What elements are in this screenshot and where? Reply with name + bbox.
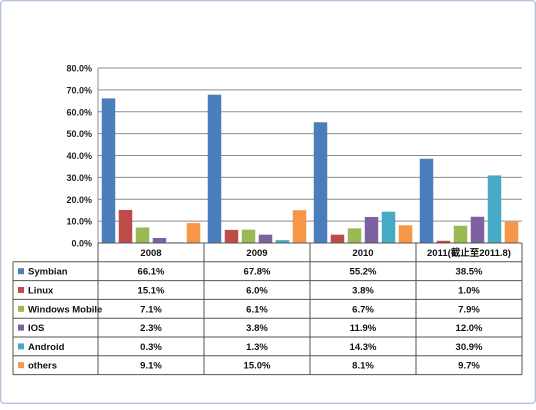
bar: [186, 223, 201, 243]
bar: [398, 225, 413, 243]
bar: [275, 240, 290, 243]
legend-key: [18, 362, 24, 369]
bar: [313, 122, 328, 243]
data-label: 1.3%: [246, 342, 268, 353]
data-label: 6.0%: [246, 286, 268, 297]
bar: [381, 211, 396, 243]
legend-label: IOS: [28, 323, 44, 334]
y-tick-label: 40.0%: [66, 151, 92, 161]
legend-label: Windows Mobile: [28, 304, 102, 315]
y-tick-label: 20.0%: [66, 195, 92, 205]
bar: [453, 225, 468, 243]
legend-label: Symbian: [28, 267, 68, 278]
y-tick-label: 70.0%: [66, 85, 92, 95]
bar: [152, 237, 167, 243]
bar: [436, 240, 451, 243]
data-label: 9.7%: [458, 361, 480, 372]
legend-key: [18, 305, 24, 312]
x-category-label: 2009: [246, 248, 267, 259]
bar: [101, 98, 116, 243]
data-label: 67.8%: [244, 267, 271, 278]
data-label: 38.5%: [456, 267, 483, 278]
data-label: 0.3%: [140, 342, 162, 353]
data-label: 3.8%: [246, 323, 268, 334]
data-label: 8.1%: [352, 361, 374, 372]
data-label: 30.9%: [456, 342, 483, 353]
y-tick-label: 50.0%: [66, 129, 92, 139]
bar: [292, 210, 307, 243]
bar: [258, 234, 273, 243]
legend-key: [18, 343, 24, 350]
y-tick-label: 0.0%: [71, 239, 92, 249]
data-label: 15.1%: [138, 286, 165, 297]
bar: [347, 228, 362, 243]
legend-key: [18, 287, 24, 293]
data-label: 2.3%: [140, 323, 162, 334]
data-label: 6.7%: [352, 304, 374, 315]
data-label: 9.1%: [140, 361, 162, 372]
bar: [330, 234, 345, 243]
data-label: 1.0%: [458, 286, 480, 297]
data-label: 11.9%: [350, 323, 377, 334]
data-label: 7.1%: [140, 304, 162, 315]
legend-label: Android: [28, 342, 65, 353]
data-label: 6.1%: [246, 304, 268, 315]
legend-key: [18, 324, 24, 331]
legend-label: Linux: [28, 286, 54, 297]
bar: [364, 216, 379, 243]
data-label: 14.3%: [350, 342, 377, 353]
y-tick-label: 60.0%: [66, 107, 92, 117]
bar: [419, 158, 434, 243]
bar: [224, 229, 239, 243]
y-tick-label: 30.0%: [66, 173, 92, 183]
data-label: 66.1%: [138, 267, 165, 278]
data-label: 3.8%: [352, 286, 374, 297]
x-category-label: 2011(截止至2011.8): [427, 247, 511, 259]
bar: [504, 221, 519, 243]
legend-label: others: [28, 361, 57, 372]
bar: [241, 229, 256, 243]
x-category-label: 2008: [140, 248, 161, 259]
data-label: 7.9%: [458, 304, 480, 315]
bar: [470, 216, 485, 243]
bar: [118, 209, 133, 243]
bar: [135, 227, 150, 243]
gridlines: [98, 67, 522, 244]
y-tick-label: 10.0%: [66, 217, 92, 227]
y-tick-label: 80.0%: [66, 64, 92, 74]
bar: [207, 94, 222, 243]
x-category-label: 2010: [352, 248, 373, 259]
bar: [487, 175, 502, 243]
bars: [101, 94, 519, 243]
data-label: 12.0%: [456, 323, 483, 334]
data-label: 15.0%: [244, 361, 271, 372]
data-table: 2008 2009 2010 2011(截止至2011.8) Symbian 66.1% 6…: [12, 242, 523, 376]
legend-key: [18, 268, 24, 275]
axes: 0.0% 10.0% 20.0% 30.0% 40.0% 50.0% 60.0% 70.0% 8…: [66, 64, 99, 249]
data-label: 55.2%: [350, 267, 377, 278]
